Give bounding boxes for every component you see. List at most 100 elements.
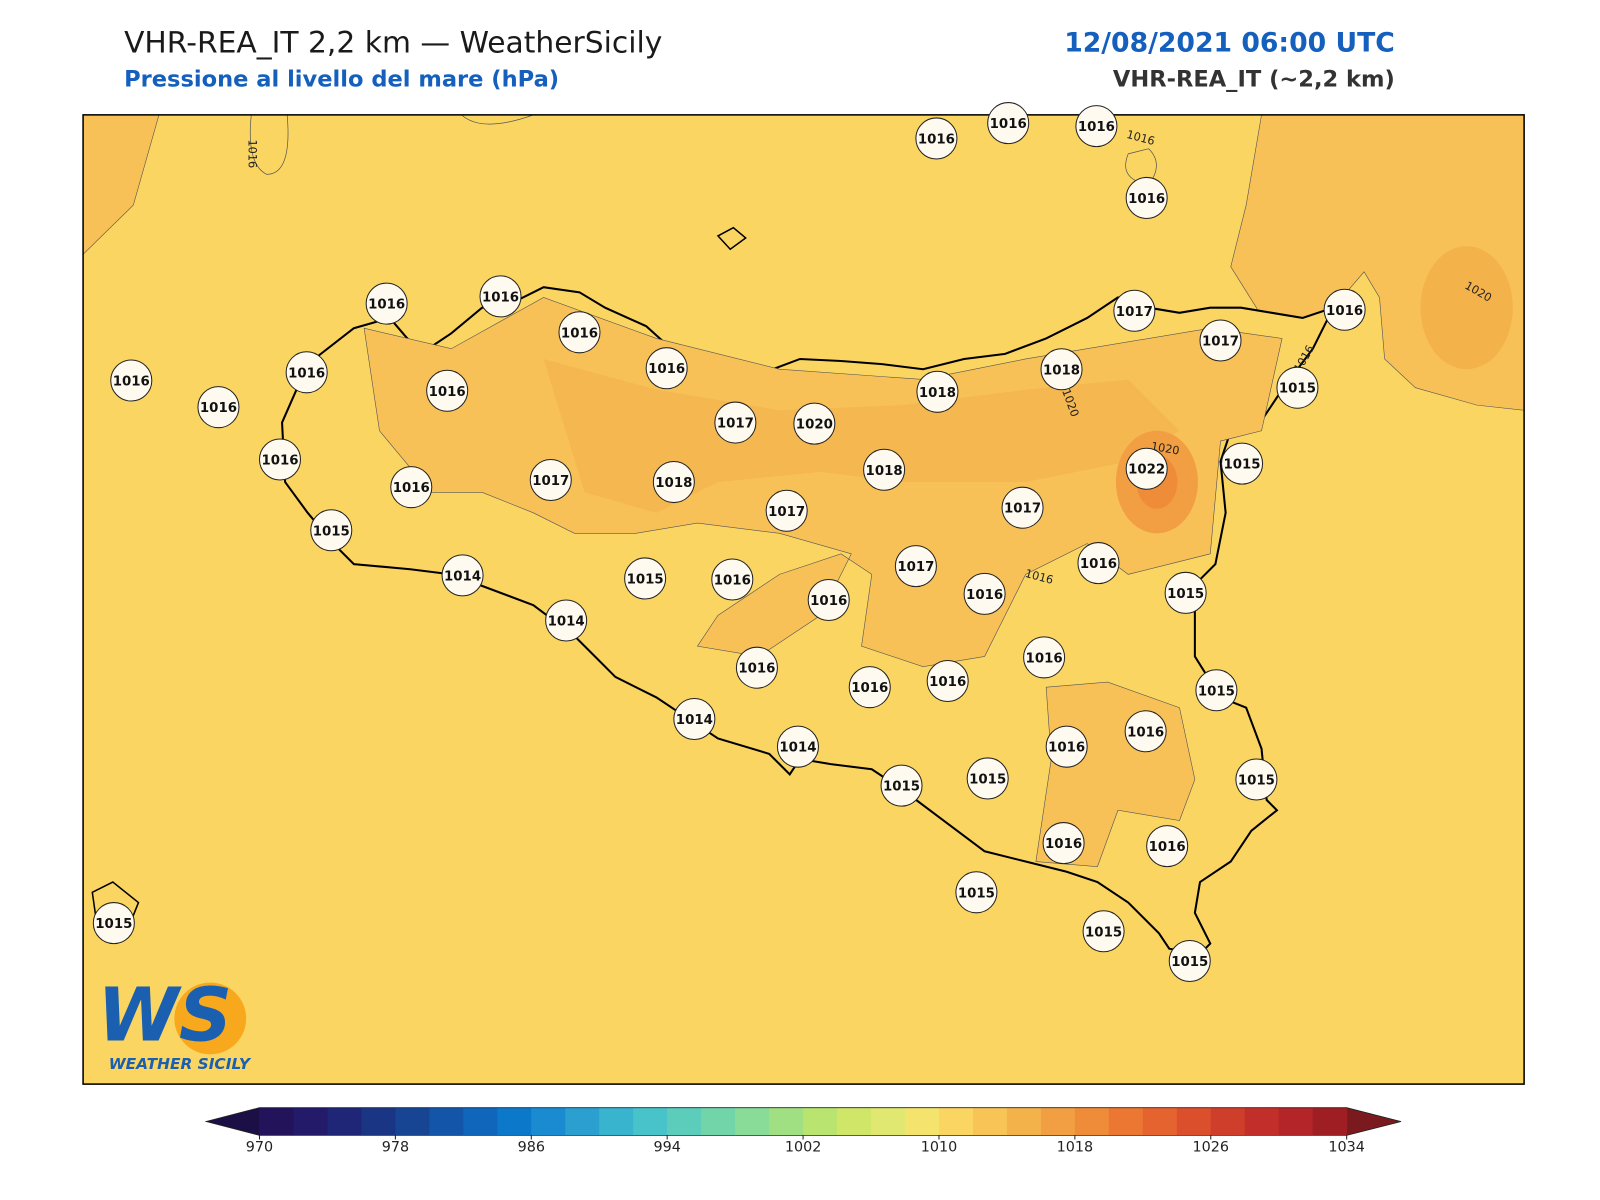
station-value: 1015 — [1198, 684, 1235, 699]
station-value: 1015 — [1171, 955, 1208, 970]
stations: 1016 1016 1016 1016 1016 1016 1016 1016 1016 1016… — [92, 102, 1366, 983]
map-frame — [82, 114, 1525, 1085]
station-value: 1015 — [313, 524, 350, 539]
station-value: 1016 — [1078, 120, 1115, 135]
station-value: 1016 — [1045, 837, 1082, 852]
station-value: 1016 — [1048, 741, 1085, 756]
station-value: 1016 — [1149, 840, 1186, 855]
colorbar-cell — [938, 1107, 974, 1136]
station-value: 1016 — [1026, 651, 1063, 666]
colorbar-cell — [769, 1107, 804, 1136]
station-marker — [197, 386, 240, 429]
station-marker — [863, 448, 906, 491]
station-value: 1016 — [200, 401, 237, 416]
subtitle: Pressione al livello del mare (hPa) — [124, 67, 559, 93]
station-marker — [673, 697, 716, 740]
station-value: 1016 — [429, 385, 466, 400]
station-marker — [894, 545, 937, 588]
station-marker — [793, 402, 836, 445]
colorbar-tick-label: 1026 — [1193, 1140, 1230, 1156]
station-marker — [258, 438, 302, 481]
station-value: 1015 — [958, 886, 995, 901]
colorbar-tick-label: 978 — [382, 1140, 409, 1156]
station-marker — [1125, 176, 1168, 219]
logo: WS WEATHER SICILY — [97, 973, 251, 1074]
station-marker — [926, 660, 969, 703]
station-value: 1018 — [919, 386, 956, 401]
station-value: 1014 — [676, 713, 713, 728]
station-value: 1016 — [1127, 725, 1164, 740]
station-marker — [711, 558, 754, 601]
station-value: 1017 — [717, 417, 754, 432]
station-marker — [1040, 348, 1083, 391]
station-value: 1016 — [1326, 304, 1363, 319]
colorbar-cell — [1040, 1107, 1076, 1136]
station-marker — [963, 572, 1006, 615]
station-marker — [1168, 940, 1211, 983]
station-marker — [545, 599, 588, 642]
station-value: 1018 — [1043, 363, 1080, 378]
station-value: 1016 — [714, 574, 751, 589]
colorbar-cell — [327, 1107, 362, 1136]
logo-mark: WS — [97, 973, 232, 1059]
station-value: 1016 — [851, 681, 888, 696]
station-marker — [1077, 542, 1120, 585]
station-marker — [955, 871, 998, 914]
colorbar-cell — [565, 1107, 600, 1136]
station-value: 1015 — [1223, 458, 1260, 473]
station-marker — [966, 757, 1009, 800]
station-marker — [765, 489, 808, 532]
station-value: 1016 — [929, 675, 966, 690]
colorbar: 970 978 986 994 1002 1010 1018 1026 1034 — [204, 1107, 1402, 1156]
station-value: 1018 — [655, 476, 692, 491]
station-value: 1017 — [532, 474, 569, 489]
station-value: 1016 — [393, 481, 430, 496]
station-value: 1015 — [95, 917, 132, 932]
station-value: 1016 — [1128, 192, 1165, 207]
colorbar-cell — [497, 1107, 532, 1136]
station-value: 1022 — [1128, 463, 1165, 478]
station-value: 1016 — [1080, 557, 1117, 572]
colorbar-cell — [1142, 1107, 1178, 1136]
station-marker — [987, 102, 1030, 145]
station-marker — [1023, 636, 1066, 679]
colorbar-cell — [1312, 1107, 1348, 1136]
colorbar-tick-label: 986 — [518, 1140, 545, 1156]
colorbar-cell — [293, 1107, 328, 1136]
colorbar-cell — [803, 1107, 838, 1136]
station-value: 1015 — [1085, 925, 1122, 940]
logo-name: WEATHER SICILY — [109, 1055, 252, 1073]
colorbar-cell — [1278, 1107, 1314, 1136]
colorbar-cell — [259, 1107, 294, 1136]
station-marker — [916, 370, 959, 413]
station-value: 1017 — [1116, 305, 1153, 320]
map-area — [82, 114, 1525, 1085]
station-marker — [735, 646, 778, 689]
station-marker — [441, 554, 484, 597]
colorbar-cell — [1244, 1107, 1280, 1136]
station-marker — [645, 347, 688, 390]
station-marker — [714, 401, 757, 444]
station-value: 1016 — [288, 366, 325, 381]
title: VHR-REA_IT 2,2 km — WeatherSicily — [124, 26, 662, 61]
station-marker — [390, 466, 433, 509]
high-area — [1420, 246, 1513, 370]
colorbar-over — [1346, 1107, 1402, 1136]
station-value: 1015 — [1167, 587, 1204, 602]
station-marker — [1075, 105, 1118, 148]
station-value: 1016 — [648, 362, 685, 377]
station-value: 1014 — [444, 569, 481, 584]
station-marker — [1113, 289, 1156, 332]
colorbar-cell — [429, 1107, 464, 1136]
station-marker — [915, 117, 958, 160]
station-marker — [1221, 442, 1264, 485]
station-marker — [479, 275, 522, 318]
station-value: 1016 — [261, 454, 298, 469]
station-value: 1015 — [969, 772, 1006, 787]
colorbar-tick-label: 1018 — [1057, 1140, 1094, 1156]
colorbar-cell — [1074, 1107, 1110, 1136]
station-marker — [1199, 319, 1242, 362]
colorbar-cell — [463, 1107, 498, 1136]
station-value: 1016 — [966, 588, 1003, 603]
station-marker — [310, 509, 353, 552]
